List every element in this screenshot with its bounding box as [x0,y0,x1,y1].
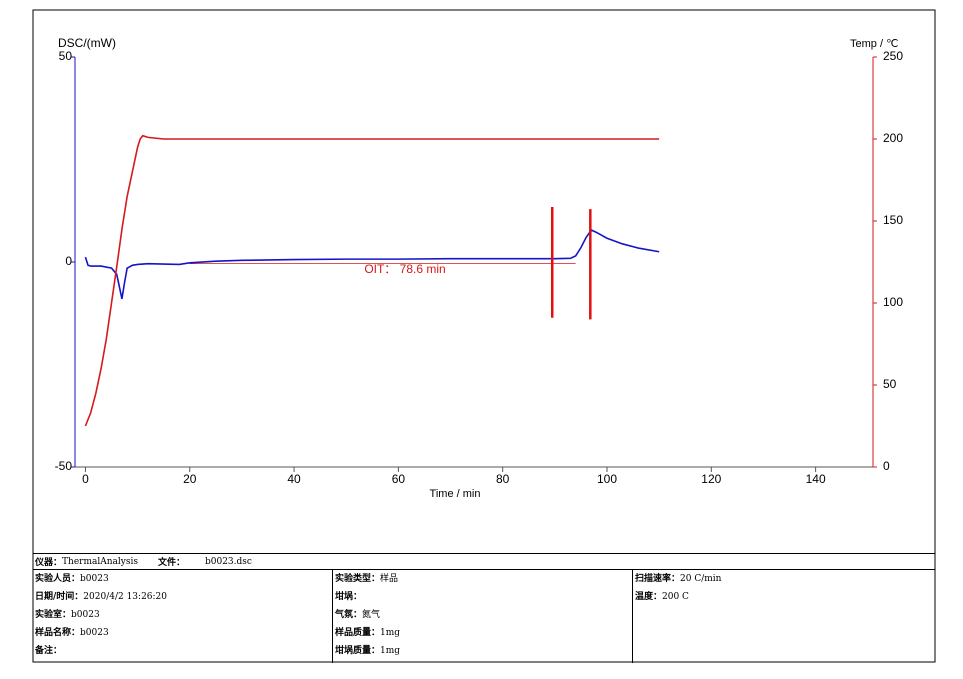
info-row: 坩埚： [335,592,630,610]
value: b0023.dsc [204,556,252,567]
value: b0023 [71,610,100,620]
series-line [84,229,660,300]
label: 仪器： [35,558,63,568]
value: 200 C [662,592,689,602]
y-axis-title: DSC/(mW) [58,36,116,50]
annotation: OIT： 78.6 min [364,262,445,276]
label: 备注： [35,646,63,656]
label: 文件： [157,558,185,568]
x-axis-title: Time / min [430,488,481,500]
info-row: 备注： [35,646,330,664]
info-row: 实验人员：b0023 [35,574,330,592]
value: b0023 [80,628,109,638]
info-row: 坩埚质量：1mg [335,646,630,664]
y2-tick-label: 50 [883,377,897,391]
x-tick-label: 80 [496,472,510,486]
y2-tick-label: 250 [883,49,903,63]
frame [32,9,936,663]
info-header: 仪器： ThermalAnalysis 文件： b0023.dsc [33,553,935,570]
label: 气氛： [335,610,363,620]
info-row: 实验类型：样品 [335,574,630,592]
x-tick-label: 40 [287,472,301,486]
x-tick-label: 20 [183,472,197,486]
info-row: 温度：200 C [635,592,931,610]
info-table: 仪器： ThermalAnalysis 文件： b0023.dsc 实验人员：b00… [33,553,935,663]
info-row: 日期/时间：2020/4/2 13:26:20 [35,592,330,610]
x-tick-label: 0 [82,472,89,486]
info-column: 扫描速率：20 C/min 温度：200 C [633,570,933,663]
info-row: 样品名称：b0023 [35,628,330,646]
info-row: 样品质量：1mg [335,628,630,646]
x-tick-label: 100 [597,472,617,486]
label: 实验人员： [35,574,81,584]
label: 坩埚： [335,592,363,602]
series-line [84,134,660,427]
info-row: 气氛：氮气 [335,610,630,628]
y2-axis-title: Temp / ℃ [850,38,898,50]
y2-tick-label: 200 [883,131,903,145]
y-tick-label: 50 [59,49,73,63]
info-column: 实验人员：b0023 日期/时间：2020/4/2 13:26:20 实验室：b00… [33,570,333,663]
info-column: 实验类型：样品 坩埚： 气氛：氮气 样品质量：1mg 坩埚质量：1mg [333,570,633,663]
y2-tick-label: 100 [883,295,903,309]
info-columns: 实验人员：b0023 日期/时间：2020/4/2 13:26:20 实验室：b00… [33,570,935,663]
value: 氮气 [362,610,381,620]
x-tick-label: 120 [701,472,721,486]
label: 扫描速率： [635,574,681,584]
y-tick-label: -50 [55,459,73,473]
value: 2020/4/2 13:26:20 [83,592,167,602]
label: 实验室： [35,610,72,620]
value: 1mg [380,628,401,638]
value: 1mg [380,646,401,656]
label: 样品名称： [35,628,81,638]
y-tick-label: 0 [65,254,72,268]
label: 样品质量： [335,628,381,638]
y2-tick-label: 150 [883,213,903,227]
x-tick-label: 140 [806,472,826,486]
label: 日期/时间： [35,592,84,602]
value: 20 C/min [680,574,722,584]
value: ThermalAnalysis [62,556,138,567]
info-row: 实验室：b0023 [35,610,330,628]
label: 实验类型： [335,574,381,584]
label: 坩埚质量： [335,646,381,656]
x-tick-label: 60 [392,472,406,486]
value: 样品 [380,574,399,584]
label: 温度： [635,592,663,602]
info-row: 扫描速率：20 C/min [635,574,931,592]
y2-tick-label: 0 [883,459,890,473]
value: b0023 [80,574,109,584]
